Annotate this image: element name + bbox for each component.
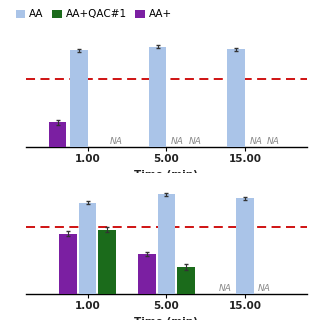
Bar (59, 234, 77, 294)
Bar (98, 229, 116, 294)
Legend: AA, AA+QAC#1, AA+: AA, AA+QAC#1, AA+ (12, 5, 176, 24)
Bar (79, 203, 97, 294)
Bar (228, 49, 245, 147)
Bar (70, 51, 88, 147)
Bar (138, 254, 156, 294)
Bar (149, 47, 166, 147)
Bar (236, 198, 254, 294)
Text: NA: NA (258, 284, 271, 293)
Bar (49, 122, 66, 147)
Text: NA: NA (249, 137, 262, 146)
Text: NA: NA (171, 137, 183, 146)
X-axis label: Time (min): Time (min) (134, 170, 198, 180)
Text: NA: NA (109, 137, 123, 146)
Bar (177, 268, 195, 294)
Bar (157, 195, 175, 294)
X-axis label: Time (min): Time (min) (134, 317, 198, 320)
Text: NA: NA (219, 284, 232, 293)
Text: NA: NA (267, 137, 280, 146)
Text: NA: NA (188, 137, 201, 146)
